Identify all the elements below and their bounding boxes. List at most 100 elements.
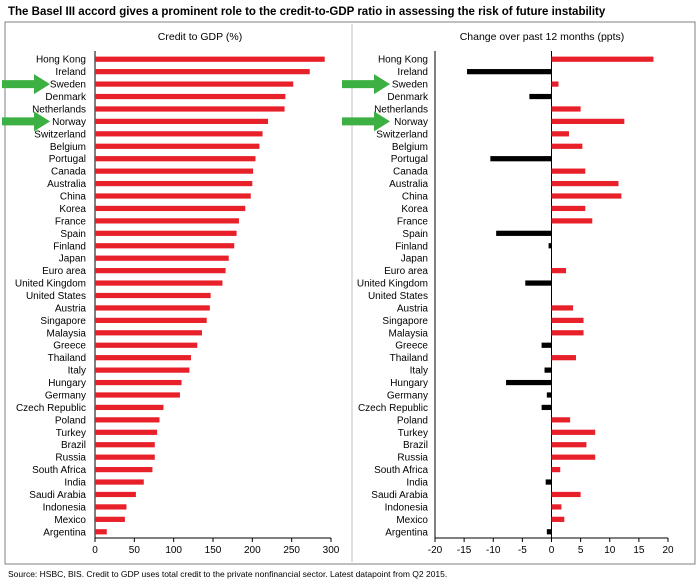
credit-to-gdp-title: Credit to GDP (%) xyxy=(158,31,242,43)
credit-to-gdp-tick-label: 150 xyxy=(205,545,222,556)
credit-to-gdp-category-label: Belgium xyxy=(50,142,86,153)
change-12m-bar-russia xyxy=(551,454,596,460)
change-12m-category-label: Denmark xyxy=(387,92,429,103)
credit-to-gdp-category-label: Ireland xyxy=(55,67,86,78)
change-12m-category-label: Portugal xyxy=(391,154,428,165)
highlight-arrow-sweden xyxy=(342,74,390,95)
change-12m-bar-thailand xyxy=(551,355,576,361)
credit-to-gdp-category-label: Germany xyxy=(45,390,86,401)
change-12m-bar-france xyxy=(551,218,593,224)
change-12m-bar-poland xyxy=(551,417,571,423)
change-12m-bar-italy xyxy=(544,367,552,373)
change-12m-category-label: Czech Republic xyxy=(358,403,428,414)
change-12m-bar-india xyxy=(545,479,552,485)
change-12m-tick-label: -20 xyxy=(428,545,443,556)
credit-to-gdp-bar-brazil xyxy=(95,442,155,448)
credit-to-gdp-category-label: Poland xyxy=(55,415,86,426)
credit-to-gdp-bar-finland xyxy=(95,243,235,249)
change-12m-category-label: Russia xyxy=(397,453,428,464)
change-12m-category-label: Finland xyxy=(395,241,428,252)
change-12m-title: Change over past 12 months (ppts) xyxy=(460,31,625,43)
change-12m-category-label: Australia xyxy=(389,179,428,190)
credit-to-gdp-tick-label: 0 xyxy=(92,545,98,556)
change-12m-category-label: Norway xyxy=(394,117,428,128)
change-12m-bar-argentina xyxy=(546,529,552,535)
credit-to-gdp-category-label: Czech Republic xyxy=(16,403,86,414)
credit-to-gdp-category-label: Switzerland xyxy=(34,129,86,140)
change-12m-bar-spain xyxy=(496,230,552,236)
change-12m-category-label: Brazil xyxy=(403,440,428,451)
change-12m-category-label: Hungary xyxy=(390,378,428,389)
change-12m-bar-denmark xyxy=(529,93,552,100)
credit-to-gdp-bar-korea xyxy=(95,205,246,212)
change-12m-bar-australia xyxy=(551,180,619,187)
credit-to-gdp-category-label: Canada xyxy=(51,167,86,178)
change-12m-bar-indonesia xyxy=(551,504,562,510)
credit-to-gdp-category-label: Argentina xyxy=(43,527,86,538)
credit-to-gdp-bar-austria xyxy=(95,305,210,311)
credit-to-gdp-bar-saudi-arabia xyxy=(95,491,136,498)
credit-to-gdp-bar-south-africa xyxy=(95,466,153,473)
credit-to-gdp-bar-poland xyxy=(95,417,160,423)
credit-to-gdp-category-label: South Africa xyxy=(32,465,86,476)
figure-frame xyxy=(4,21,696,565)
change-12m-bar-singapore xyxy=(551,317,584,323)
change-12m-category-label: Saudi Arabia xyxy=(371,490,428,501)
credit-to-gdp-category-label: Turkey xyxy=(56,428,86,439)
credit-to-gdp-tick-label: 50 xyxy=(129,545,141,556)
change-12m-tick-label: 20 xyxy=(662,545,674,556)
credit-to-gdp-bar-thailand xyxy=(95,355,191,361)
change-12m-bar-malaysia xyxy=(551,330,584,336)
change-12m-category-label: Netherlands xyxy=(374,104,428,115)
change-12m-bar-sweden xyxy=(551,81,559,87)
change-12m-bar-portugal xyxy=(490,156,552,162)
credit-to-gdp-category-label: Brazil xyxy=(61,440,86,451)
credit-to-gdp-category-label: Russia xyxy=(55,453,86,464)
change-12m-category-label: Mexico xyxy=(396,515,428,526)
credit-to-gdp-category-label: Finland xyxy=(53,241,86,252)
credit-to-gdp-category-label: Hong Kong xyxy=(36,55,86,66)
change-12m-category-label: Switzerland xyxy=(376,129,428,140)
credit-to-gdp-tick-label: 250 xyxy=(283,545,300,556)
change-12m-category-label: Austria xyxy=(397,303,429,314)
credit-to-gdp-category-label: Euro area xyxy=(42,266,86,277)
credit-to-gdp-category-label: Italy xyxy=(68,366,86,377)
credit-to-gdp-category-label: Netherlands xyxy=(32,104,86,115)
change-12m-bar-finland xyxy=(548,243,552,249)
change-12m-category-label: United States xyxy=(368,291,428,302)
change-12m-tick-label: 0 xyxy=(549,545,555,556)
credit-to-gdp-bar-hungary xyxy=(95,379,182,386)
change-12m-bar-brazil xyxy=(551,442,587,448)
credit-to-gdp-category-label: Denmark xyxy=(45,92,87,103)
credit-to-gdp-category-label: Spain xyxy=(60,229,86,240)
credit-to-gdp-category-label: India xyxy=(64,478,86,489)
change-12m-tick-label: 15 xyxy=(633,545,645,556)
credit-to-gdp-bar-united-kingdom xyxy=(95,280,223,286)
figure-title: The Basel III accord gives a prominent r… xyxy=(8,6,606,18)
change-12m-category-label: Germany xyxy=(387,390,428,401)
change-12m-category-label: Korea xyxy=(401,204,428,215)
change-12m-bar-turkey xyxy=(551,429,596,435)
credit-to-gdp-category-label: Sweden xyxy=(50,80,86,91)
source-note: Source: HSBC, BIS. Credit to GDP uses to… xyxy=(8,569,448,579)
change-12m-bar-south-africa xyxy=(551,466,561,473)
credit-to-gdp-bar-ireland xyxy=(95,69,310,75)
credit-to-gdp-category-label: United States xyxy=(26,291,86,302)
credit-to-gdp-bar-portugal xyxy=(95,156,256,162)
change-12m-bar-canada xyxy=(551,168,586,174)
credit-to-gdp-category-label: Malaysia xyxy=(47,328,87,339)
change-12m-category-label: Indonesia xyxy=(385,502,429,513)
credit-to-gdp-category-label: Greece xyxy=(53,341,86,352)
change-12m-category-label: Euro area xyxy=(384,266,428,277)
credit-to-gdp-category-label: Singapore xyxy=(40,316,86,327)
credit-to-gdp-bar-malaysia xyxy=(95,330,202,336)
credit-to-gdp-bar-singapore xyxy=(95,317,207,323)
credit-to-gdp-category-label: Austria xyxy=(55,303,87,314)
credit-to-gdp-category-label: Mexico xyxy=(54,515,86,526)
credit-to-gdp-tick-label: 300 xyxy=(323,545,340,556)
credit-to-gdp-bar-canada xyxy=(95,168,254,174)
credit-to-gdp-bar-belgium xyxy=(95,143,260,149)
change-12m-category-label: China xyxy=(402,192,429,203)
change-12m-bar-belgium xyxy=(551,143,583,149)
